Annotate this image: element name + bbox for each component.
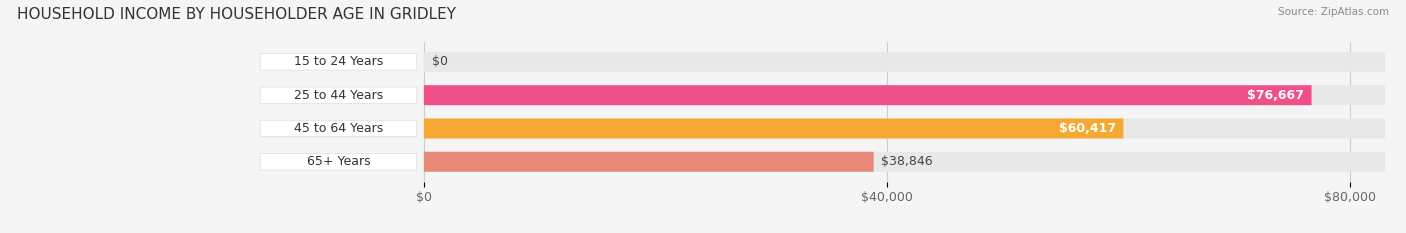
FancyBboxPatch shape bbox=[423, 119, 1123, 138]
Text: $0: $0 bbox=[432, 55, 447, 69]
Text: 45 to 64 Years: 45 to 64 Years bbox=[294, 122, 382, 135]
Text: 25 to 44 Years: 25 to 44 Years bbox=[294, 89, 382, 102]
Text: $60,417: $60,417 bbox=[1059, 122, 1116, 135]
FancyBboxPatch shape bbox=[423, 152, 1385, 172]
Text: HOUSEHOLD INCOME BY HOUSEHOLDER AGE IN GRIDLEY: HOUSEHOLD INCOME BY HOUSEHOLDER AGE IN G… bbox=[17, 7, 456, 22]
FancyBboxPatch shape bbox=[423, 85, 1385, 105]
Text: $76,667: $76,667 bbox=[1247, 89, 1303, 102]
Text: 15 to 24 Years: 15 to 24 Years bbox=[294, 55, 382, 69]
FancyBboxPatch shape bbox=[260, 54, 416, 70]
Text: Source: ZipAtlas.com: Source: ZipAtlas.com bbox=[1278, 7, 1389, 17]
Text: 65+ Years: 65+ Years bbox=[307, 155, 370, 168]
FancyBboxPatch shape bbox=[260, 120, 416, 137]
FancyBboxPatch shape bbox=[423, 52, 1385, 72]
FancyBboxPatch shape bbox=[423, 152, 873, 172]
FancyBboxPatch shape bbox=[260, 87, 416, 103]
FancyBboxPatch shape bbox=[423, 119, 1385, 138]
Text: $38,846: $38,846 bbox=[882, 155, 934, 168]
FancyBboxPatch shape bbox=[423, 85, 1312, 105]
FancyBboxPatch shape bbox=[260, 154, 416, 170]
